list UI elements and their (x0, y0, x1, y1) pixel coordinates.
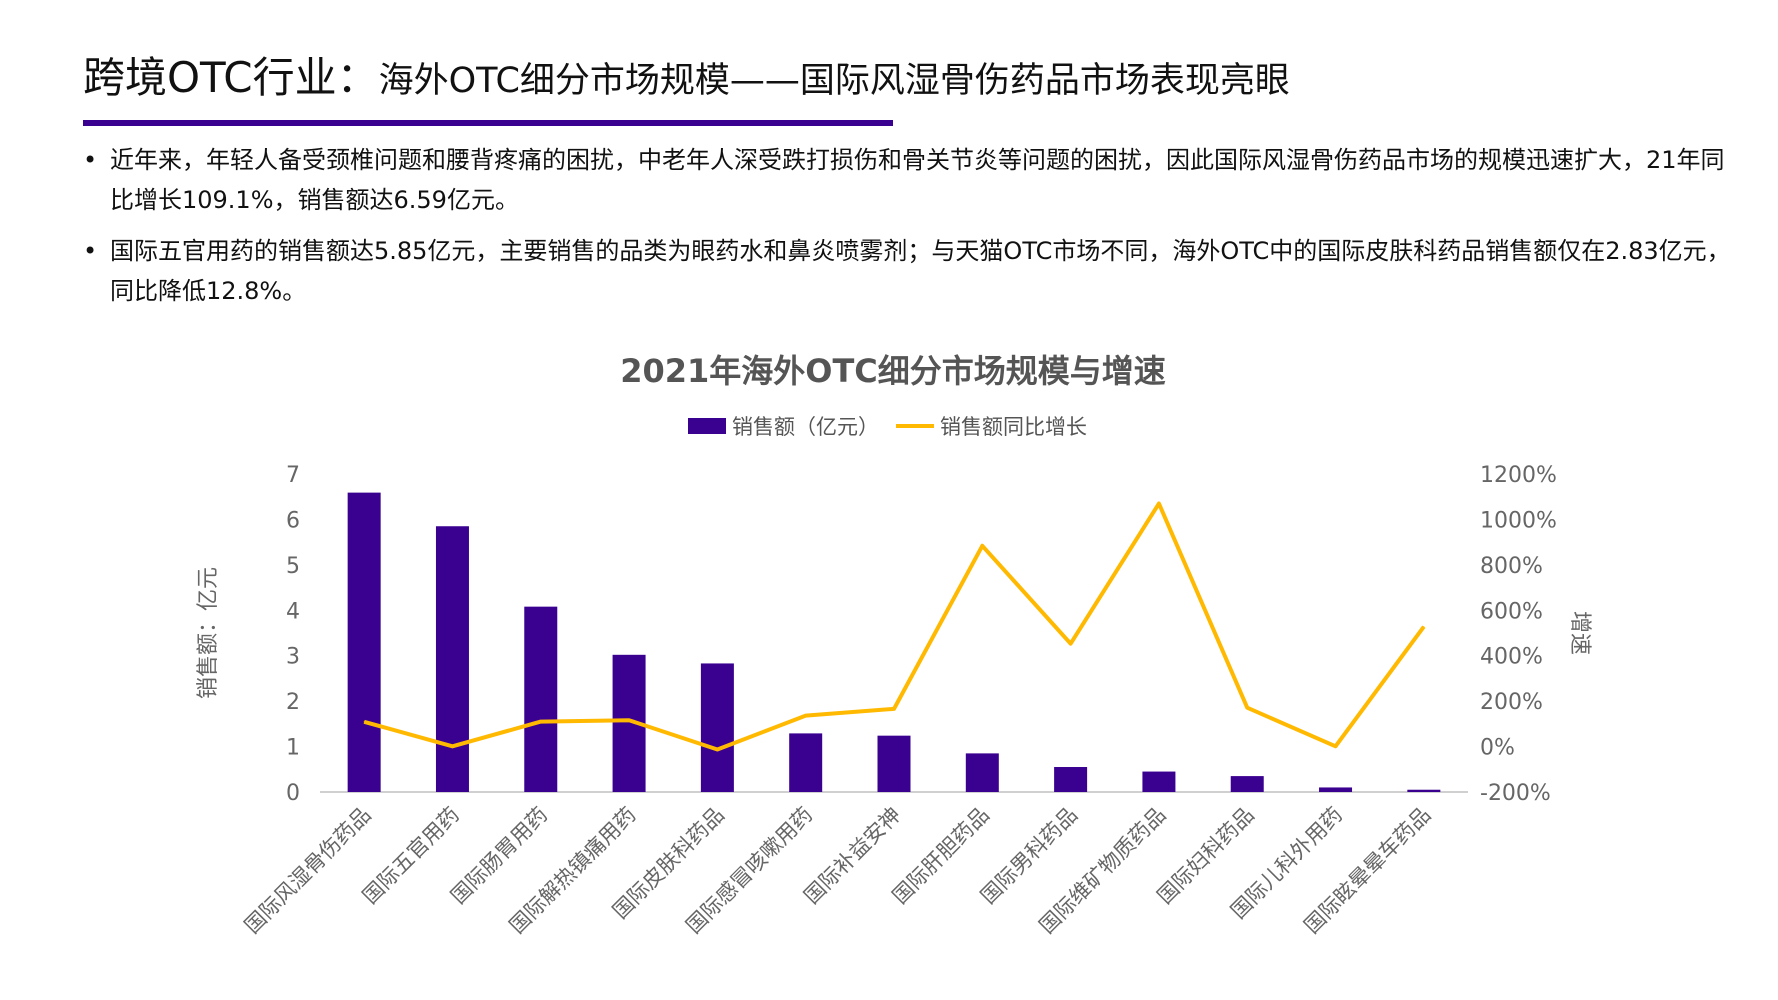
growth-point (628, 719, 630, 721)
y-tick-label: 2 (286, 690, 300, 715)
growth-point (893, 708, 895, 710)
y2-tick-label: 800% (1480, 554, 1543, 579)
y2-tick-label: 200% (1480, 690, 1543, 715)
legend: 销售额（亿元） 销售额同比增长 (688, 415, 1087, 439)
title-sub: 海外OTC细分市场规模——国际风湿骨伤药品市场表现亮眼 (378, 61, 1290, 101)
y2-tick-label: 400% (1480, 645, 1543, 670)
bar (789, 733, 823, 792)
y2-tick-label: -200% (1480, 781, 1551, 806)
y-axis-title: 销售额：亿元 (196, 567, 221, 699)
y2-tick-label: 1200% (1480, 463, 1557, 488)
y-tick-label: 7 (286, 463, 300, 488)
y-tick-label: 0 (286, 781, 300, 806)
title-main: 跨境OTC行业： (83, 53, 379, 102)
legend-label-line: 销售额同比增长 (940, 415, 1087, 439)
y2-tick-label: 1000% (1480, 508, 1557, 533)
growth-point (540, 721, 542, 723)
bar (877, 735, 911, 792)
growth-point (1070, 643, 1072, 645)
title-underline (83, 120, 893, 126)
bullet-1: 近年来，年轻人备受颈椎问题和腰背疼痛的困扰，中老年人深受跌打损伤和骨关节炎等问题… (83, 140, 1740, 220)
bullet-2: 国际五官用药的销售额达5.85亿元，主要销售的品类为眼药水和鼻炎喷雾剂；与天猫O… (83, 231, 1740, 311)
growth-point (1335, 745, 1337, 747)
growth-point (451, 745, 453, 747)
y2-tick-label: 0% (1480, 736, 1515, 761)
y-tick-label: 4 (286, 599, 300, 624)
growth-point (716, 748, 718, 750)
bar (347, 492, 381, 792)
y-tick-label: 6 (286, 508, 300, 533)
bar (524, 606, 558, 792)
page-title: 跨境OTC行业：海外OTC细分市场规模——国际风湿骨伤药品市场表现亮眼 (83, 44, 1290, 105)
bar (965, 753, 999, 792)
growth-point (805, 715, 807, 717)
bar (1054, 767, 1088, 792)
bar (435, 526, 469, 792)
x-tick-label: 国际风湿骨伤药品 (240, 803, 376, 939)
bar (1230, 776, 1264, 792)
bar (700, 663, 734, 792)
y-tick-label: 5 (286, 554, 300, 579)
growth-point (363, 721, 365, 723)
growth-line (363, 501, 1426, 752)
y-tick-label: 3 (286, 645, 300, 670)
growth-point (981, 545, 983, 547)
y2-tick-label: 600% (1480, 599, 1543, 624)
growth-point (1158, 503, 1160, 505)
y2-axis-title: 增速 (1567, 611, 1592, 655)
y-tick-label: 1 (286, 736, 300, 761)
chart-title: 2021年海外OTC细分市场规模与增速 (620, 352, 1166, 390)
legend-swatch-bar (688, 418, 726, 434)
growth-point (1423, 626, 1425, 628)
growth-point (1246, 707, 1248, 709)
bar (1142, 771, 1176, 792)
legend-label-bar: 销售额（亿元） (732, 415, 879, 439)
bar (1407, 789, 1441, 792)
bar (1319, 787, 1353, 792)
